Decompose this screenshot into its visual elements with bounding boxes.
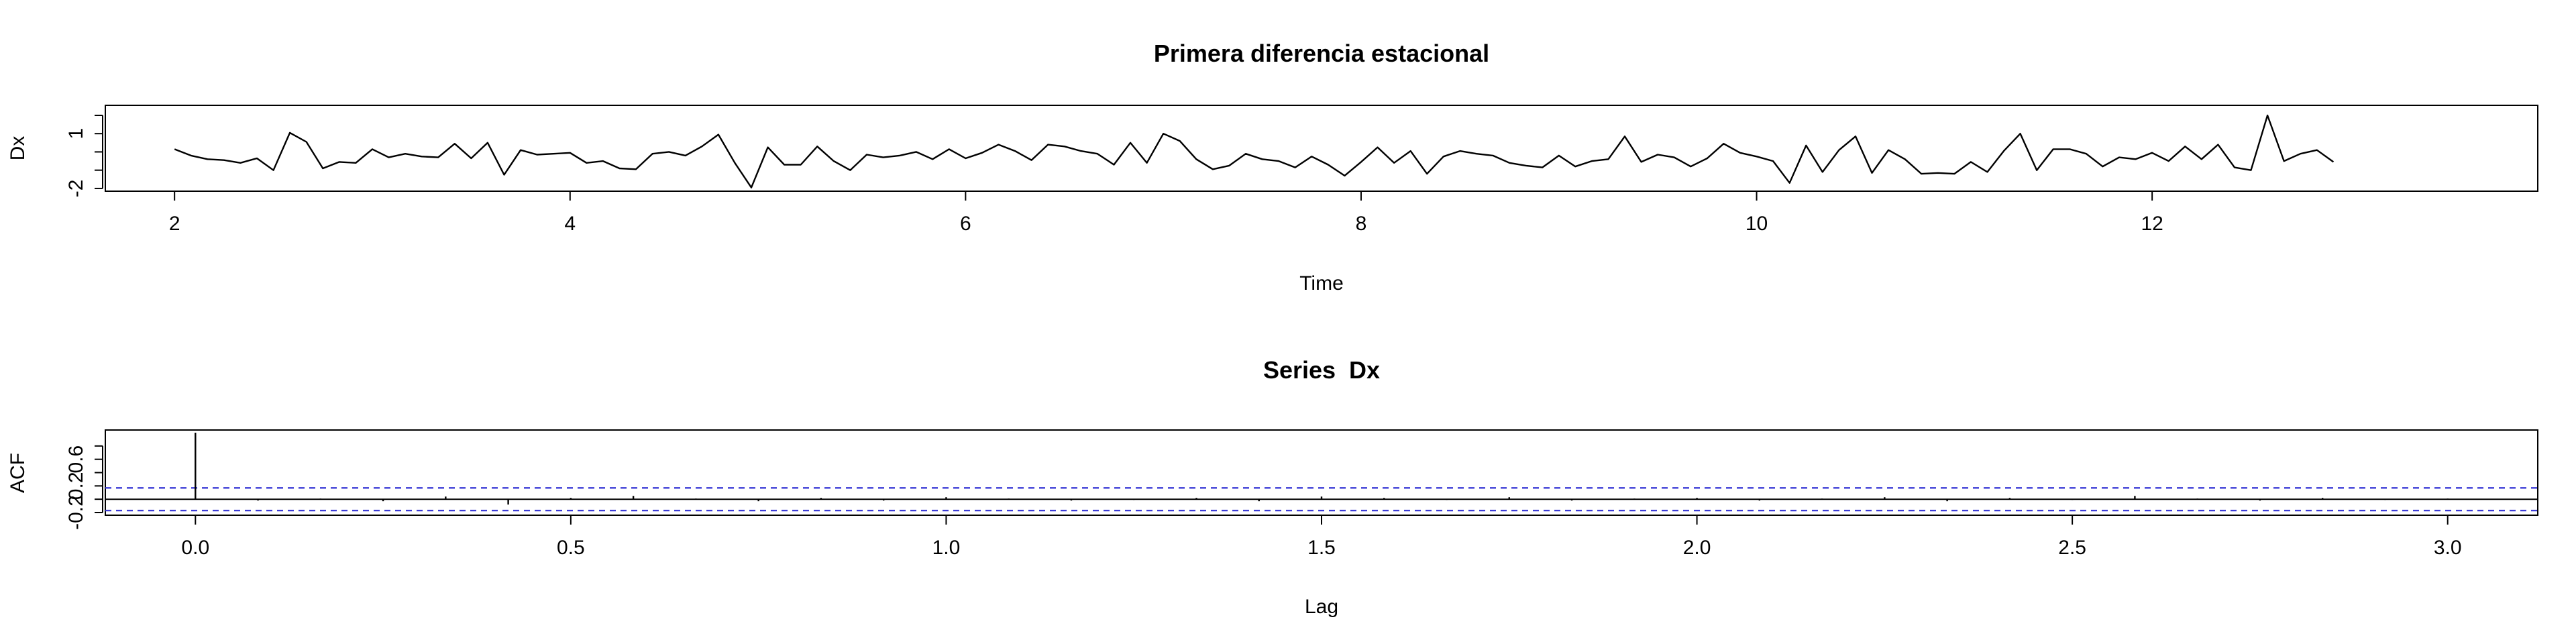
acf-y-tick-label: 0.2 (65, 472, 87, 500)
ts-series-line (174, 114, 2334, 189)
acf-y-tick-label: -0.2 (65, 495, 87, 530)
ts-x-tick-label: 4 (564, 213, 576, 235)
ts-x-tick-label: 10 (1746, 213, 1768, 235)
ts-x-axis: 2 4 6 8 10 12 (169, 191, 2163, 235)
acf-x-tick-label: 2.0 (1683, 537, 1711, 559)
ts-y-tick-label: -2 (65, 180, 87, 198)
acf-x-tick-label: 1.0 (932, 537, 961, 559)
acf-bars (195, 432, 2449, 505)
acf-y-axis: -0.20.20.6 (65, 445, 103, 530)
ts-x-tick-label: 6 (960, 213, 971, 235)
acf-x-tick-label: 2.5 (2058, 537, 2086, 559)
acf-x-tick-label: 0.5 (557, 537, 585, 559)
acf-x-axis: 0.0 0.5 1.0 1.5 2.0 2.5 3.0 (181, 515, 2462, 559)
acf-x-axis-label: Lag (1305, 596, 1338, 618)
acf-x-tick-label: 0.0 (181, 537, 209, 559)
ts-y-tick-label: 1 (65, 128, 87, 140)
ts-title: Primera diferencia estacional (1154, 40, 1489, 67)
acf-x-tick-label: 1.5 (1307, 537, 1336, 559)
ts-y-axis-label: Dx (7, 136, 29, 161)
ts-x-tick-label: 2 (169, 213, 180, 235)
ts-y-axis: -2 1 (65, 114, 103, 198)
acf-y-tick-label: 0.6 (65, 445, 87, 474)
acf-plot-frame (105, 429, 2538, 516)
ts-plot-frame (105, 105, 2538, 192)
ts-x-tick-label: 12 (2141, 213, 2163, 235)
acf-title: Series Dx (1263, 356, 1380, 384)
acf-x-tick-label: 3.0 (2434, 537, 2462, 559)
acf-panel: Series Dx 0.0 0.5 1.0 1.5 2.0 2.5 3.0 -0.20.20… (7, 356, 2538, 618)
ts-x-tick-label: 8 (1356, 213, 1367, 235)
acf-y-axis-label: ACF (7, 453, 29, 493)
time-series-panel: Primera diferencia estacional 2 4 6 8 10 12 -… (7, 40, 2538, 294)
ts-x-axis-label: Time (1299, 272, 1344, 294)
